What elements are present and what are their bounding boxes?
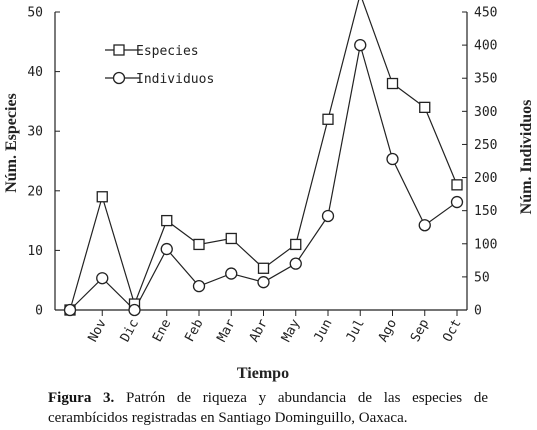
- figure-caption: Figura 3. Patrón de riqueza y abundancia…: [48, 388, 488, 428]
- data-point-especies: [257, 262, 270, 274]
- y-axis-left-label: Núm. Especies: [3, 93, 20, 193]
- caption-text: Patrón de riqueza y abundancia de las es…: [48, 390, 488, 426]
- x-tick-label: Ene: [150, 317, 174, 345]
- x-tick-label: Sep: [408, 317, 432, 345]
- y-tick-label-right: 150: [474, 204, 497, 219]
- x-tick-label: Jun: [311, 317, 335, 345]
- y-tick-label-right: 350: [474, 72, 497, 87]
- x-tick-label: May: [279, 317, 303, 345]
- x-tick-label: Nov: [86, 317, 110, 345]
- data-point-individuos: [257, 276, 270, 289]
- data-point-individuos: [450, 195, 464, 209]
- data-point-especies: [386, 77, 399, 90]
- y-tick-label-left: 20: [27, 184, 43, 199]
- x-axis-label: Tiempo: [237, 365, 289, 382]
- y-axis-right-label: Núm. Individuos: [518, 100, 535, 215]
- data-point-individuos: [160, 242, 173, 256]
- data-point-individuos: [418, 219, 431, 232]
- data-point-especies: [161, 214, 173, 227]
- legend-marker-square: [113, 44, 125, 56]
- y-tick-label-left: 30: [27, 125, 43, 140]
- y-tick-label-left: 50: [27, 6, 43, 21]
- x-tick-label: Dic: [118, 317, 142, 345]
- legend-label-especies: Especies: [136, 44, 199, 59]
- data-point-especies: [225, 232, 237, 245]
- data-point-individuos: [225, 267, 238, 280]
- legend-label-individuos: Individuos: [136, 72, 214, 87]
- data-point-especies: [96, 191, 108, 203]
- y-tick-label-left: 40: [27, 65, 43, 80]
- data-point-especies: [322, 113, 334, 125]
- y-tick-label-right: 450: [474, 6, 497, 21]
- data-point-especies: [419, 101, 431, 114]
- right-axis: 0 50 100 150 200 250 300 350 400 450: [462, 6, 497, 319]
- data-point-individuos: [128, 303, 141, 317]
- data-point-especies: [451, 179, 463, 191]
- legend-marker-circle: [112, 71, 126, 85]
- x-tick-label: Ago: [376, 317, 400, 345]
- data-point-especies: [290, 238, 302, 251]
- data-point-individuos: [289, 257, 302, 270]
- legend: Especies Individuos: [105, 44, 214, 87]
- data-point-individuos: [63, 303, 77, 317]
- y-tick-label-right: 250: [474, 138, 497, 153]
- data-point-individuos: [354, 38, 367, 52]
- x-tick-label: Jul: [344, 317, 368, 345]
- x-axis: Nov Dic Ene Feb Mar Abr May Jun Jul Ago Sep Oct: [55, 309, 467, 345]
- y-tick-label-right: 50: [474, 270, 490, 285]
- y-tick-label-left: 10: [27, 244, 43, 259]
- x-tick-label: Oct: [440, 317, 464, 345]
- caption-label: Figura 3.: [48, 390, 115, 406]
- x-tick-label: Abr: [247, 317, 271, 345]
- left-axis: 0 10 20 30 40 50: [27, 6, 60, 319]
- y-tick-label-left: 0: [35, 304, 43, 319]
- data-point-individuos: [192, 280, 206, 293]
- data-point-especies: [193, 238, 205, 251]
- x-tick-label: Feb: [182, 317, 206, 345]
- series-layer: [63, 0, 464, 317]
- x-tick-label: Mar: [215, 317, 239, 345]
- data-point-individuos: [386, 152, 399, 166]
- y-tick-label-right: 100: [474, 237, 497, 252]
- data-point-individuos: [96, 272, 109, 285]
- data-point-individuos: [321, 209, 335, 223]
- y-tick-label-right: 0: [474, 304, 482, 319]
- y-tick-label-right: 300: [474, 105, 497, 120]
- y-tick-label-right: 200: [474, 171, 497, 186]
- y-tick-label-right: 400: [474, 39, 497, 54]
